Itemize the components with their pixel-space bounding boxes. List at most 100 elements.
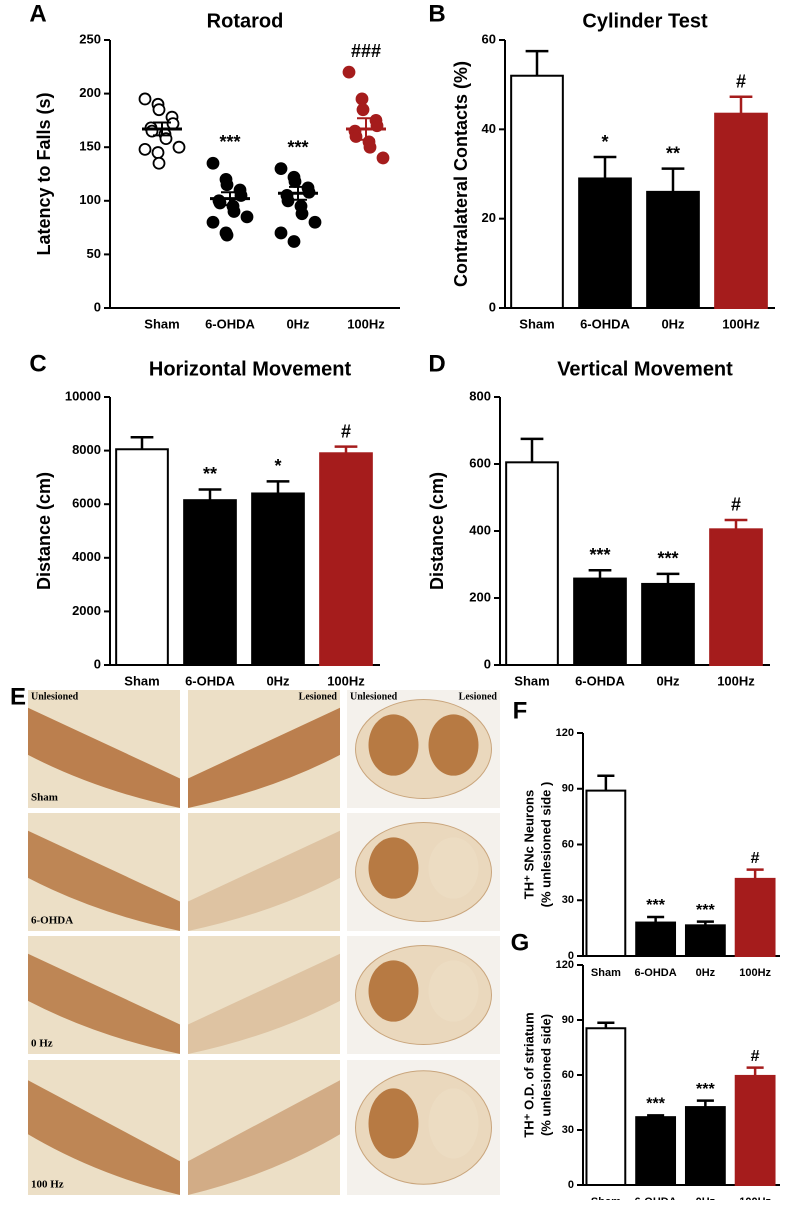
panel-letter: E [10, 683, 26, 710]
significance-label: # [731, 495, 741, 515]
bar [709, 528, 763, 667]
y-tick-label: 600 [469, 455, 491, 470]
striatum [428, 837, 479, 899]
data-point [220, 178, 234, 192]
x-tick-label: Sham [591, 1196, 621, 1200]
tissue-band [28, 1080, 180, 1195]
data-point [274, 162, 288, 176]
significance-label: ### [351, 41, 381, 61]
panel-letter: C [29, 350, 46, 377]
y-tick-label: 60 [562, 838, 574, 850]
y-tick-label: 800 [469, 388, 491, 403]
striatum [368, 714, 419, 776]
x-tick-label: 100Hz [717, 673, 755, 688]
x-tick-label: 6-OHDA [575, 673, 625, 688]
bar [505, 461, 559, 667]
panel-letter: G [511, 929, 530, 956]
striatum [368, 837, 419, 899]
micrograph [188, 936, 340, 1054]
y-tick-label: 250 [79, 31, 101, 46]
y-tick-label: 20 [482, 210, 496, 225]
x-tick-label: 0Hz [656, 673, 680, 688]
x-tick-label: Sham [124, 673, 159, 688]
tissue-band [28, 830, 180, 931]
data-point [220, 228, 234, 242]
y-axis-label: TH⁺ SNc Neurons [521, 790, 536, 899]
significance-label: *** [589, 545, 610, 565]
bar [646, 190, 700, 309]
bar [573, 577, 627, 667]
y-tick-label: 200 [469, 589, 491, 604]
tissue-band [188, 707, 340, 808]
bar [714, 112, 768, 309]
bar [115, 448, 169, 667]
significance-label: # [341, 421, 351, 441]
bar [183, 499, 237, 666]
x-tick-label: 6-OHDA [635, 967, 677, 979]
data-point [274, 226, 288, 240]
x-tick-label: 0Hz [286, 316, 310, 331]
x-tick-label: 0Hz [696, 967, 716, 979]
y-tick-label: 0 [568, 950, 574, 962]
data-point [138, 92, 152, 106]
image-row-label: Sham [31, 792, 58, 804]
significance-label: *** [219, 132, 240, 152]
x-tick-label: 0Hz [266, 673, 290, 688]
bar [585, 789, 627, 957]
y-tick-label: 150 [79, 139, 101, 154]
x-tick-label: 0Hz [696, 1196, 716, 1200]
image-row-label: 0 Hz [31, 1038, 53, 1050]
chart-title: Horizontal Movement [149, 358, 352, 380]
striatum [368, 960, 419, 1022]
y-tick-label: 8000 [72, 442, 101, 457]
image-column-label: Lesioned [459, 691, 498, 702]
y-tick-label: 120 [556, 727, 574, 739]
striatum [428, 960, 479, 1022]
data-point [376, 151, 390, 165]
x-tick-label: 100Hz [722, 316, 760, 331]
data-point [152, 156, 166, 170]
significance-label: # [751, 850, 760, 867]
y-axis-label: Contralateral Contacts (%) [451, 61, 471, 287]
y-tick-label: 100 [79, 192, 101, 207]
y-axis-label: TH⁺ O.D. of striatum [521, 1012, 536, 1137]
y-tick-label: 10000 [65, 388, 101, 403]
y-tick-label: 90 [562, 1014, 574, 1026]
data-point [227, 205, 241, 218]
tissue-band [28, 707, 180, 808]
bar [734, 1074, 776, 1186]
significance-label: *** [646, 1096, 665, 1113]
image-column-label: Lesioned [299, 691, 338, 702]
y-tick-label: 120 [556, 959, 574, 971]
x-tick-label: 6-OHDA [580, 316, 630, 331]
striatum [428, 714, 479, 776]
data-point [151, 146, 165, 159]
panel-letter: D [428, 350, 445, 377]
bar [635, 921, 677, 957]
data-point [356, 103, 370, 117]
chart-title: Rotarod [207, 10, 284, 32]
tissue-band [28, 953, 180, 1054]
x-tick-label: 6-OHDA [185, 673, 235, 688]
x-tick-label: Sham [591, 967, 621, 979]
bar [251, 492, 305, 667]
y-tick-label: 2000 [72, 603, 101, 618]
panel-letter: A [29, 0, 46, 27]
chart-title: Cylinder Test [582, 10, 708, 32]
bar [319, 452, 373, 666]
x-tick-label: 100Hz [327, 673, 365, 688]
significance-label: * [274, 456, 281, 476]
y-tick-label: 50 [87, 246, 101, 261]
y-axis-label: (% unlesioned side ) [538, 782, 553, 908]
x-tick-label: Sham [519, 316, 554, 331]
panel-letter: F [513, 697, 528, 724]
data-point [342, 65, 356, 79]
y-axis-label: Distance (cm) [427, 472, 447, 590]
y-axis-label: (% unlesioned side) [538, 1014, 553, 1136]
data-point [363, 140, 377, 154]
bar [641, 582, 695, 666]
data-point [172, 140, 186, 154]
tissue-band [188, 953, 340, 1054]
chart-title: Vertical Movement [557, 358, 733, 380]
